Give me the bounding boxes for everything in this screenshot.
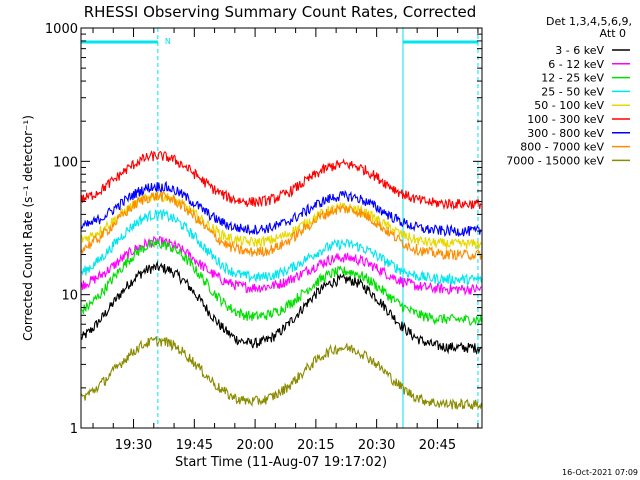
x-tick-label: 19:30	[115, 438, 152, 453]
legend-label-5: 50 - 100 keV	[534, 99, 604, 112]
legend-label-4: 25 - 50 keV	[541, 85, 604, 98]
series-line-4	[80, 208, 482, 287]
y-tick-label: 100	[53, 155, 78, 170]
x-axis-label: Start Time (11-Aug-07 19:17:02)	[175, 455, 387, 470]
plot-area: N	[80, 28, 482, 428]
y-tick-label: 1	[70, 422, 78, 437]
x-axis: 19:30 19:45 20:00 20:15 20:30 20:45	[92, 28, 479, 453]
legend-label-7: 300 - 800 keV	[527, 127, 604, 140]
legend-label-1: 3 - 6 keV	[555, 44, 604, 57]
legend-label-9: 7000 - 15000 keV	[506, 154, 604, 167]
series-line-9	[80, 335, 482, 410]
legend-label-6: 100 - 300 keV	[527, 113, 604, 126]
legend-header-line-2: Att 0	[600, 27, 626, 40]
series-line-7	[80, 180, 482, 237]
x-tick-label: 20:30	[358, 438, 395, 453]
series-line-5	[80, 191, 482, 250]
footer-date: 16-Oct-2021 07:09	[562, 468, 638, 477]
x-tick-label: 20:15	[297, 438, 334, 453]
y-axis: 1 10 100 1000	[45, 22, 482, 437]
series-line-8	[80, 190, 482, 261]
series-line-3	[80, 239, 482, 326]
series-line-1	[80, 260, 482, 355]
legend-label-2: 6 - 12 keV	[548, 58, 604, 71]
y-axis-label: Corrected Count Rate (s⁻¹ detector⁻¹)	[21, 115, 35, 341]
series-line-6	[80, 150, 482, 211]
x-tick-label: 20:00	[236, 438, 273, 453]
legend-label-3: 12 - 25 keV	[541, 72, 604, 85]
legend-header-line-1: Det 1,3,4,5,6,9,	[546, 15, 632, 28]
night-marker-label: N	[165, 37, 171, 46]
x-tick-label: 19:45	[176, 438, 213, 453]
y-tick-label: 10	[61, 289, 78, 304]
plot-frame	[80, 27, 483, 429]
legend-label-8: 800 - 7000 keV	[520, 141, 604, 154]
x-tick-label: 20:45	[419, 438, 456, 453]
chart-title: RHESSI Observing Summary Count Rates, Co…	[84, 3, 477, 21]
y-tick-label: 1000	[45, 22, 78, 37]
